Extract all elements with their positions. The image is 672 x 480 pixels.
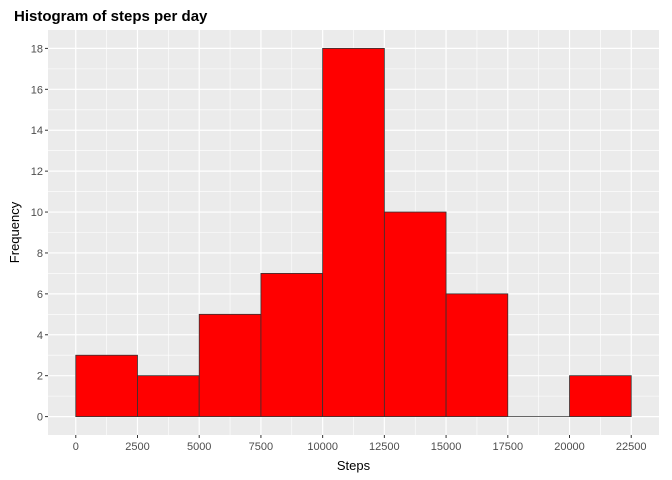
histogram-bar <box>137 375 200 417</box>
histogram-bar <box>260 273 324 417</box>
x-tick-label: 0 <box>73 441 79 453</box>
x-axis-title: Steps <box>337 458 371 473</box>
histogram-bar <box>75 354 138 417</box>
x-tick-label: 22500 <box>616 441 647 453</box>
y-tick-label: 8 <box>37 248 43 260</box>
x-tick-label: 12500 <box>369 441 400 453</box>
bars <box>75 48 632 417</box>
x-tick-label: 17500 <box>492 441 523 453</box>
x-tick-label: 20000 <box>554 441 585 453</box>
y-axis-title: Frequency <box>7 201 22 263</box>
x-tick-label: 5000 <box>187 441 211 453</box>
y-tick-label: 14 <box>31 125 43 137</box>
x-tick-label: 2500 <box>125 441 149 453</box>
histogram-bar <box>198 313 262 417</box>
histogram-bar <box>383 211 447 417</box>
chart-title: Histogram of steps per day <box>14 8 208 25</box>
x-tick-label: 7500 <box>249 441 273 453</box>
x-tick-label: 15000 <box>431 441 462 453</box>
y-tick-label: 12 <box>31 166 43 178</box>
y-tick-label: 2 <box>37 371 43 383</box>
histogram-bar <box>445 293 509 417</box>
y-tick-label: 16 <box>31 84 43 96</box>
y-tick-label: 6 <box>37 289 43 301</box>
x-axis: 0 2500 5000 7500 10000 12500 15000 17500 20000 22… <box>73 435 647 453</box>
y-tick-label: 10 <box>31 207 43 219</box>
y-tick-label: 18 <box>31 43 43 55</box>
histogram-bar <box>569 375 632 417</box>
y-tick-label: 4 <box>37 330 43 342</box>
y-axis: 0 2 4 6 8 10 12 14 16 18 <box>31 43 48 424</box>
x-tick-label: 10000 <box>307 441 338 453</box>
histogram-bar <box>322 48 385 417</box>
y-tick-label: 0 <box>37 412 43 424</box>
